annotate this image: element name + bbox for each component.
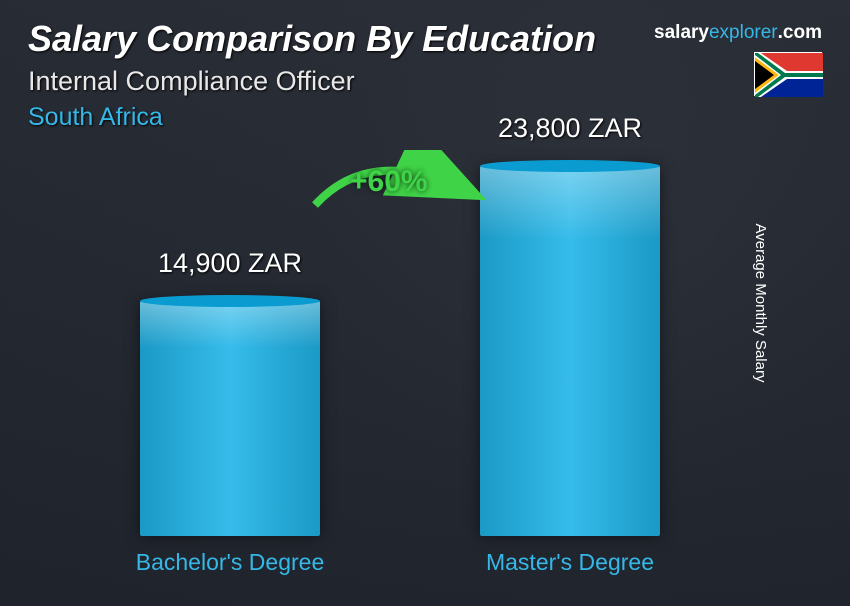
site-logo: salaryexplorer.com	[654, 22, 822, 44]
logo-suffix: .com	[778, 22, 822, 43]
bar-label-0: Bachelor's Degree	[100, 549, 360, 576]
logo-bold: salary	[654, 22, 709, 43]
y-axis-label: Average Monthly Salary	[752, 224, 769, 383]
percentage-increase-badge: +60%	[350, 165, 428, 199]
subtitle: Internal Compliance Officer	[28, 66, 822, 97]
logo-light: explorer	[709, 22, 778, 43]
bar-1	[480, 166, 660, 536]
country-label: South Africa	[28, 103, 822, 132]
country-flag-icon	[754, 52, 822, 96]
bar-0	[140, 301, 320, 536]
bar-top-ellipse	[140, 295, 320, 307]
bar-label-1: Master's Degree	[440, 549, 700, 576]
bar-value-1: 23,800 ZAR	[440, 113, 700, 144]
bar-top-ellipse	[480, 160, 660, 172]
bar-value-0: 14,900 ZAR	[100, 248, 360, 279]
